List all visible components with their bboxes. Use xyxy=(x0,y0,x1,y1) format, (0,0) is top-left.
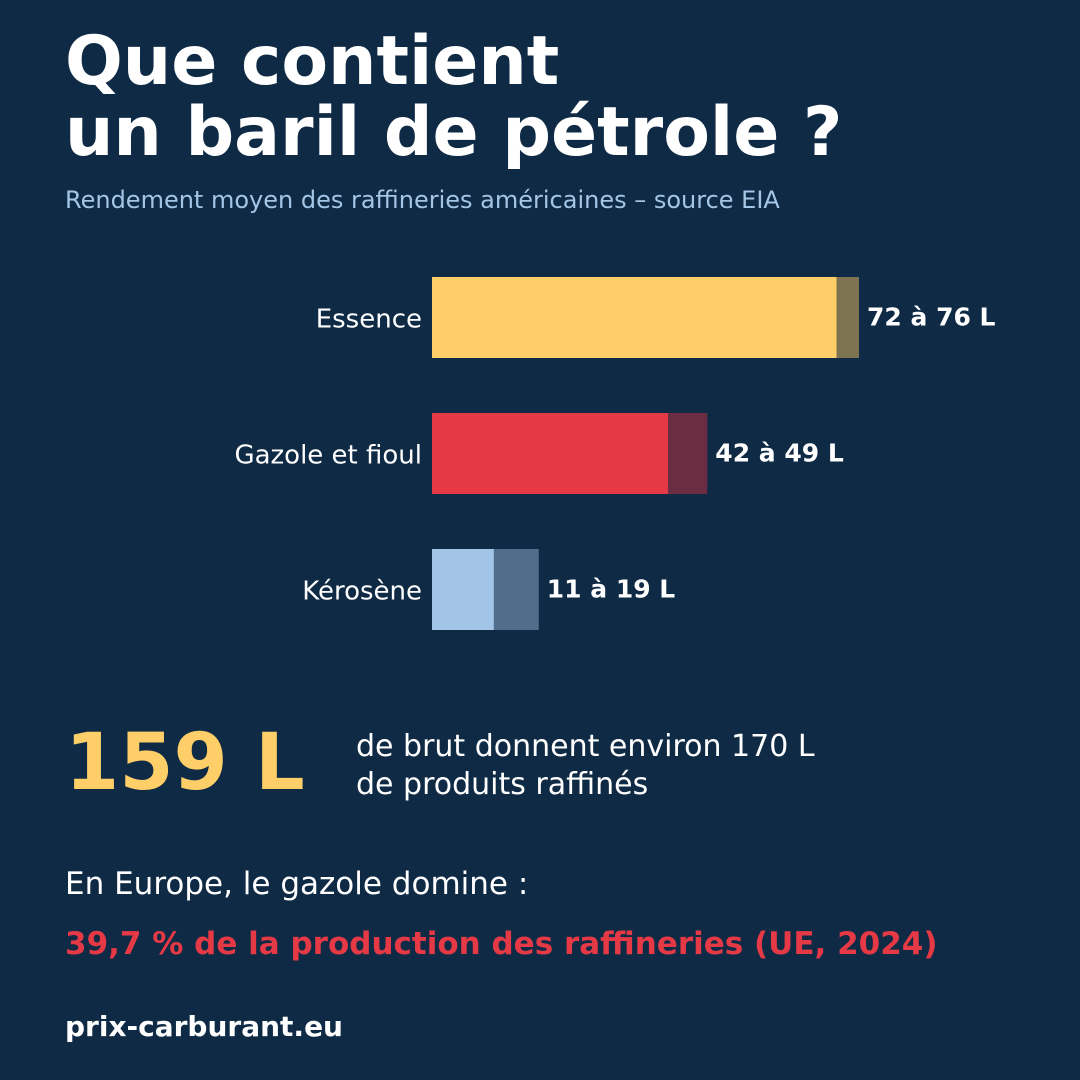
data-label-gazole-et-fioul: 42 à 49 L xyxy=(715,439,844,468)
stat-text: de brut donnent environ 170 L de produit… xyxy=(356,728,815,804)
stat-text-line-2: de produits raffinés xyxy=(356,767,649,802)
page-title: Que contient un baril de pétrole ? xyxy=(65,26,842,168)
europe-highlight: 39,7 % de la production des raffineries … xyxy=(65,926,938,962)
site-link[interactable]: prix-carburant.eu xyxy=(65,1010,343,1043)
title-line-2: un baril de pétrole ? xyxy=(65,93,843,172)
stat-number: 159 L xyxy=(65,718,305,808)
title-line-1: Que contient xyxy=(65,22,560,101)
bar-kerosene xyxy=(432,549,494,630)
data-label-essence: 72 à 76 L xyxy=(867,303,996,332)
europe-text: En Europe, le gazole domine : xyxy=(65,866,529,902)
bar-gazole-et-fioul xyxy=(432,413,668,494)
stat-text-line-1: de brut donnent environ 170 L xyxy=(356,729,815,764)
bar-essence xyxy=(432,277,837,358)
category-label-gazole-et-fioul: Gazole et fioul xyxy=(234,441,422,471)
subtitle: Rendement moyen des raffineries américai… xyxy=(65,186,780,214)
data-label-kerosene: 11 à 19 L xyxy=(547,575,676,604)
bar-chart: Essence 72 à 76 L Gazole et fioul 42 à 49 L… xyxy=(234,277,996,630)
category-label-kerosene: Kérosène xyxy=(302,577,422,607)
category-label-essence: Essence xyxy=(316,305,422,335)
